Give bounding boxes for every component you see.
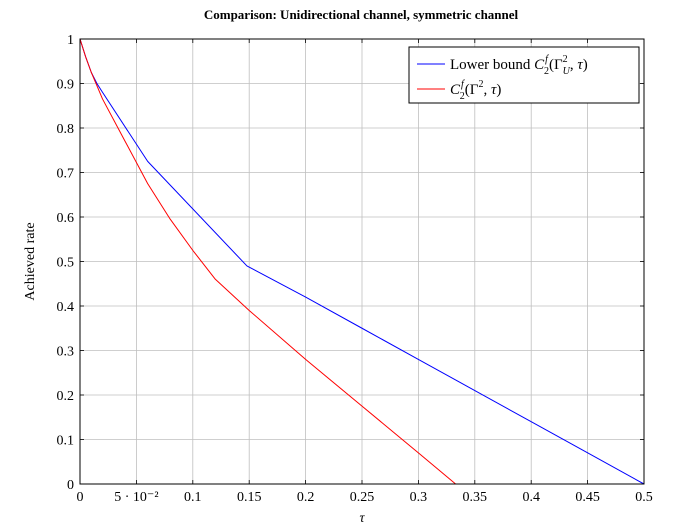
x-tick-label: 5 · 10⁻² [114,490,158,505]
y-tick-label: 0.8 [57,122,75,137]
y-tick-label: 0.3 [57,345,75,360]
x-tick-label: 0.2 [297,490,315,505]
y-tick-label: 0.2 [57,389,75,404]
legend-box [408,46,640,104]
plot-frame [79,38,645,485]
x-axis-label: τ [359,511,365,526]
y-tick-label: 0.7 [57,167,75,182]
x-tick-labels: 0 5 · 10⁻² 0.1 0.15 0.2 0.25 0.3 0.35 0.4 0.45 0.5 [77,490,653,505]
chart-title: Comparison: Unidirectional channel, symm… [204,7,519,22]
legend: Lower bound Cf 2(Γ2 U, τ)Cf 2(Γ2, τ) [408,46,640,104]
x-tick-label: 0.35 [463,490,488,505]
x-tick-label: 0.4 [522,490,540,505]
y-tick-label: 0.5 [57,256,75,271]
x-tick-label: 0.3 [410,490,428,505]
y-tick-label: 1 [67,33,74,48]
y-tick-label: 0.4 [57,300,75,315]
legend-label-1: Lower bound Cf 2(Γ2 U, τ) [450,54,588,77]
y-tick-label: 0.1 [57,434,75,449]
legend-label-2: Cf 2(Γ2, τ) [450,79,501,102]
x-tick-label: 0.25 [350,490,375,505]
x-tick-label: 0.1 [184,490,202,505]
x-tick-label: 0.45 [575,490,600,505]
x-tick-label: 0.5 [635,490,653,505]
y-tick-label: 0.9 [57,78,75,93]
y-tick-labels: 0 0.1 0.2 0.3 0.4 0.5 0.6 0.7 0.8 0.9 1 [57,33,75,493]
x-tick-label: 0 [77,490,84,505]
x-tick-label: 0.15 [237,490,262,505]
grid [79,38,645,485]
y-axis-label: Achieved rate [23,222,38,300]
y-tick-label: 0 [67,478,74,493]
y-tick-label: 0.6 [57,211,75,226]
